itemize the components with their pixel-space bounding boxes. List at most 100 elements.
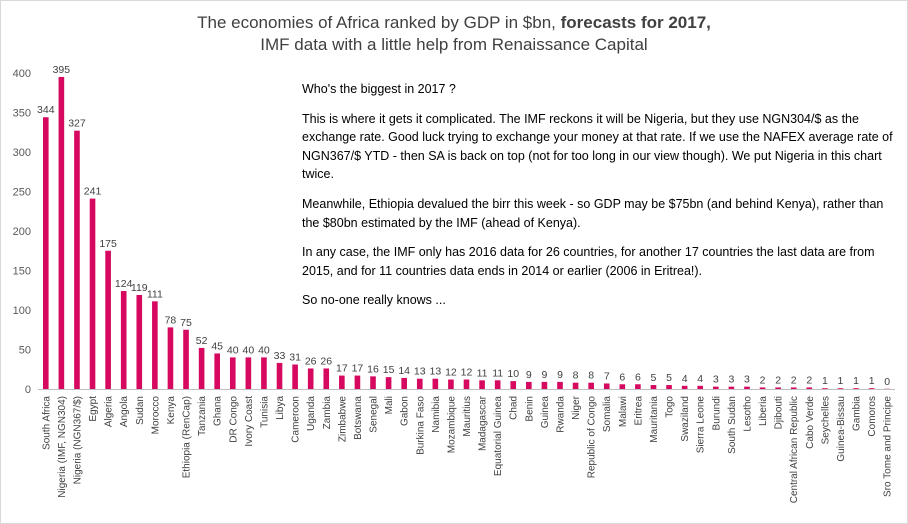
bar <box>401 377 407 389</box>
x-tick-label: Sierra Leone <box>696 396 707 454</box>
data-label: 3 <box>713 374 719 386</box>
bar <box>822 388 828 389</box>
data-label: 175 <box>99 238 117 250</box>
y-tick-label: 200 <box>13 226 31 238</box>
x-tick-label: South Africa <box>41 396 52 450</box>
x-tick-label: South Sudan <box>727 396 738 454</box>
data-label: 11 <box>492 367 503 379</box>
annotation-paragraph-2: This is where it gets it complicated. Th… <box>302 111 893 182</box>
data-label: 40 <box>258 344 270 356</box>
data-label: 52 <box>196 335 208 347</box>
bar <box>526 381 532 389</box>
x-tick-label: Egypt <box>88 396 99 422</box>
x-tick-label: Libya <box>275 396 286 420</box>
x-tick-label: Nigeria (IMF, NGN304) <box>57 396 68 498</box>
data-label: 6 <box>619 371 625 383</box>
x-tick-label: Djibouti <box>774 396 785 429</box>
bar <box>339 375 345 389</box>
bar <box>479 380 485 389</box>
data-label: 45 <box>211 340 223 352</box>
x-tick-label: Angola <box>119 396 130 428</box>
bar <box>292 364 298 389</box>
data-label: 1 <box>853 375 859 387</box>
bar <box>681 385 688 389</box>
data-label: 16 <box>367 363 379 375</box>
data-label: 1 <box>822 375 828 387</box>
bar <box>603 383 610 389</box>
data-label: 75 <box>180 317 192 329</box>
x-tick-label: Lesotho <box>742 396 753 432</box>
data-label: 124 <box>115 278 133 290</box>
bar <box>744 386 750 389</box>
data-label: 5 <box>651 372 657 384</box>
y-tick-label: 150 <box>13 266 31 278</box>
data-label: 17 <box>336 363 348 375</box>
title-line-1-prefix: The economies of Africa ranked by GDP in… <box>197 13 561 32</box>
bar <box>448 379 454 389</box>
data-label: 9 <box>557 369 563 381</box>
data-label: 12 <box>461 367 473 379</box>
bar <box>806 387 813 389</box>
bar <box>183 329 189 389</box>
data-label: 13 <box>414 366 426 378</box>
data-label: 395 <box>53 64 71 76</box>
x-tick-label: Madagascar <box>478 395 489 451</box>
x-tick-label: Uganda <box>306 396 317 431</box>
x-tick-label: Cameroon <box>291 396 302 443</box>
y-tick-label: 50 <box>19 345 31 357</box>
x-tick-label: Central African Republic <box>789 396 800 503</box>
data-label: 2 <box>760 374 766 386</box>
data-label: 4 <box>682 373 688 385</box>
x-tick-label: Equatorial Guinea <box>493 396 504 476</box>
data-label: 40 <box>227 344 239 356</box>
data-label: 0 <box>884 376 890 388</box>
bar <box>790 387 797 389</box>
x-tick-label: Nigeria (NGN367/$) <box>72 396 83 484</box>
x-tick-label: Gambia <box>852 396 863 431</box>
annotation-text-box: Who's the biggest in 2017 ? This is wher… <box>302 80 902 321</box>
x-tick-label: Togo <box>665 396 676 418</box>
bar <box>385 377 392 389</box>
annotation-paragraph-3: Meanwhile, Ethiopia devalued the birr th… <box>302 196 884 230</box>
data-label: 13 <box>429 366 441 378</box>
x-axis-labels: South Africa Nigeria (IMF, NGN304) Nigeria… <box>41 395 893 503</box>
x-tick-label: Comoros <box>867 396 878 437</box>
x-tick-label: Mauritania <box>649 396 660 443</box>
data-label: 6 <box>635 371 641 383</box>
x-tick-label: Guinea <box>540 396 551 429</box>
x-tick-label: Mauritius <box>462 396 473 437</box>
bar <box>416 378 423 389</box>
bar <box>261 357 267 389</box>
x-tick-label: Niger <box>571 395 582 420</box>
x-tick-label: Namibia <box>431 396 442 433</box>
data-label: 9 <box>541 369 547 381</box>
data-label: 12 <box>445 367 457 379</box>
y-tick-label: 400 <box>13 68 31 80</box>
data-label: 78 <box>165 314 177 326</box>
x-tick-label: Botswana <box>353 396 364 440</box>
x-tick-label: Morocco <box>150 396 161 435</box>
bar <box>775 387 781 389</box>
x-tick-label: Mali <box>384 396 395 414</box>
data-label: 40 <box>243 344 255 356</box>
bar <box>214 353 220 389</box>
x-tick-label: Senegal <box>369 396 380 433</box>
bar <box>89 198 96 389</box>
x-tick-label: Eritrea <box>633 396 644 426</box>
x-tick-label: Zambia <box>322 396 333 430</box>
x-tick-label: Rwanda <box>555 396 566 433</box>
bar <box>354 375 361 389</box>
bars <box>42 76 891 390</box>
bar <box>307 368 314 389</box>
bar <box>42 117 49 390</box>
y-tick-label: 350 <box>13 108 31 120</box>
annotation-paragraph-4: In any case, the IMF only has 2016 data … <box>302 245 875 278</box>
y-tick-label: 100 <box>13 305 31 317</box>
bar <box>136 294 143 389</box>
x-tick-label: Mozambique <box>446 396 457 454</box>
y-tick-label: 0 <box>25 384 31 396</box>
x-tick-label: Benin <box>524 396 535 422</box>
data-label: 2 <box>791 374 797 386</box>
data-label: 9 <box>526 369 532 381</box>
x-tick-label: Zimbabwe <box>337 396 348 443</box>
